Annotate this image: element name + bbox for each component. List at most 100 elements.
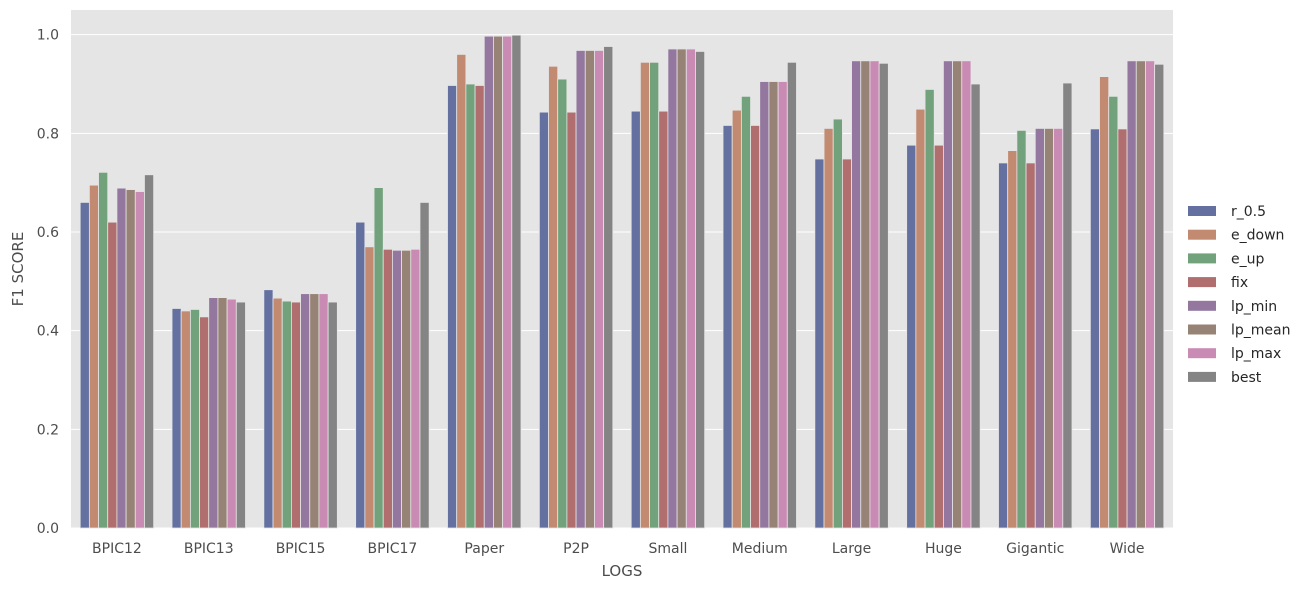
bar-e_up-BPIC12 [98,171,109,529]
bar-lp_mean-Small [676,48,687,529]
bar-best-BPIC17 [419,201,430,529]
legend-swatch-lp_mean [1188,324,1216,335]
legend-swatch-best [1188,371,1216,382]
x-axis-label: LOGS [602,562,643,580]
bar-e_up-Medium [740,95,751,529]
bar-e_down-BPIC17 [364,246,375,529]
bar-e_down-Paper [456,54,467,529]
bar-lp_max-Small [685,48,696,529]
bar-e_up-Huge [924,89,935,529]
legend-swatch-lp_max [1188,348,1216,359]
x-tick-labels: BPIC12 BPIC13 BPIC15 BPIC17 Paper P2P Small Med… [92,541,1145,557]
bar-lp_min-Wide [1126,60,1137,529]
bar-r_0.5-Gigantic [998,162,1009,529]
bar-best-BPIC12 [144,174,155,529]
bar-e_up-BPIC15 [281,300,292,529]
legend-label-lp_mean: lp_mean [1231,323,1290,339]
bar-lp_min-Huge [943,60,954,529]
bar-lp_mean-P2P [584,50,595,529]
bar-fix-Medium [750,125,761,529]
bar-lp_min-P2P [575,50,586,529]
bar-lp_mean-BPIC12 [125,189,136,529]
bar-lp_max-BPIC15 [318,293,329,529]
bar-fix-Small [658,110,669,529]
y-tick-label: 0.6 [37,225,59,241]
x-tick-label: Small [648,541,687,557]
plot-background [71,10,1173,528]
bar-e_up-Wide [1108,95,1119,529]
bar-lp_mean-Large [860,60,871,529]
y-tick-label: 1.0 [37,28,59,44]
legend-label-lp_max: lp_max [1231,346,1281,362]
bar-lp_max-BPIC13 [226,298,237,529]
bar-lp_min-Large [851,60,862,529]
x-tick-label: BPIC15 [276,541,326,557]
bar-lp_max-Paper [502,35,513,529]
bar-e_down-Large [823,127,834,529]
bar-e_down-BPIC12 [88,184,99,529]
bar-lp_min-BPIC15 [300,293,311,529]
bar-r_0.5-BPIC17 [355,221,366,529]
x-tick-label: BPIC13 [184,541,234,557]
bar-r_0.5-BPIC12 [79,201,90,529]
bar-r_0.5-P2P [538,111,549,529]
bar-r_0.5-Huge [906,144,917,529]
grid-lines [71,34,1173,529]
y-tick-label: 0.4 [37,324,59,340]
legend-label-fix: fix [1231,275,1248,291]
x-tick-label: Large [832,541,871,557]
bar-e_down-BPIC13 [180,310,191,529]
bar-e_up-Small [649,61,660,529]
bar-lp_max-Gigantic [1053,127,1064,529]
legend-label-e_down: e_down [1231,228,1284,244]
legend-swatch-e_down [1188,229,1216,240]
bar-fix-BPIC17 [382,248,393,529]
bar-lp_mean-BPIC15 [309,293,320,529]
legend-label-lp_min: lp_min [1231,299,1277,315]
legend-swatch-lp_min [1188,300,1216,311]
bar-lp_max-BPIC12 [134,191,145,529]
bar-e_up-BPIC17 [373,187,384,529]
bar-lp_mean-Medium [768,81,779,529]
bar-best-Small [695,51,706,529]
bar-fix-BPIC12 [107,221,118,529]
bar-lp_min-BPIC17 [392,249,402,529]
legend-swatch-e_up [1188,253,1216,264]
bar-e_up-Gigantic [1016,129,1027,529]
bar-lp_min-BPIC12 [116,187,127,529]
bar-e_down-Gigantic [1007,150,1018,529]
x-tick-label: Paper [464,541,504,557]
bar-fix-Large [842,158,852,529]
bar-lp_min-Medium [759,81,770,529]
bar-e_up-Paper [465,83,476,529]
bar-r_0.5-Medium [722,125,733,529]
bar-lp_mean-BPIC13 [217,297,228,529]
bar-fix-Huge [933,144,944,529]
bar-lp_mean-BPIC17 [401,249,412,529]
bar-fix-Wide [1117,128,1128,529]
legend-label-best: best [1231,370,1262,386]
bars [79,34,1165,529]
bar-e_down-P2P [548,65,559,529]
bar-r_0.5-Small [630,110,641,529]
bar-e_down-BPIC15 [272,297,283,529]
legend-label-r_0.5: r_0.5 [1231,204,1266,220]
bar-r_0.5-Large [814,158,825,529]
bar-lp_min-BPIC13 [208,297,219,529]
bar-fix-P2P [566,111,577,529]
y-axis-label: F1 SCORE [9,232,27,307]
bar-fix-BPIC13 [199,316,210,529]
bar-best-Gigantic [1062,82,1073,529]
bar-e_down-Medium [731,109,742,529]
bar-r_0.5-Wide [1089,128,1100,529]
bar-lp_min-Gigantic [1034,127,1045,529]
bar-lp_mean-Wide [1135,60,1146,529]
bar-best-Medium [786,61,797,529]
bar-e_down-Wide [1099,76,1110,529]
legend-label-e_up: e_up [1231,251,1264,267]
bar-lp_mean-Gigantic [1044,127,1055,529]
y-tick-label: 0.0 [37,521,59,537]
bar-best-Large [878,62,889,529]
